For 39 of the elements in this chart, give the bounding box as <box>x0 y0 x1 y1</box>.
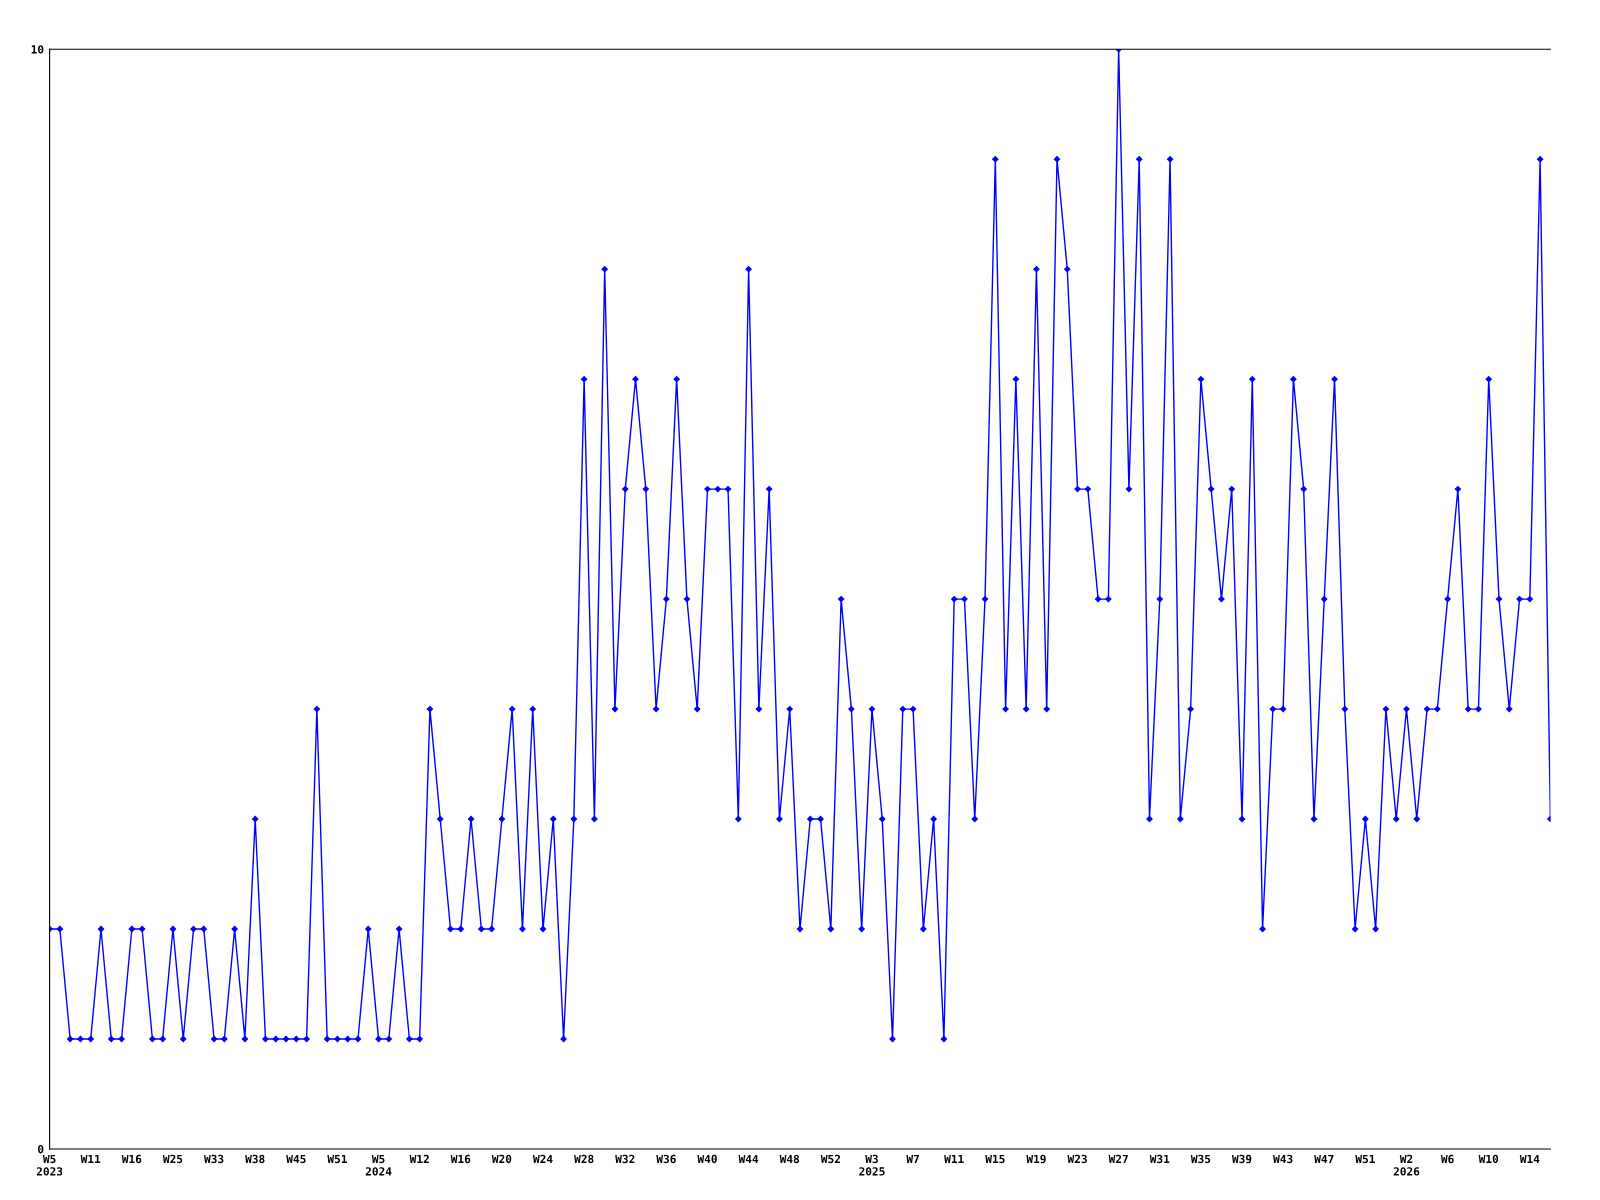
x-tick-label: W51 <box>1355 1154 1375 1164</box>
x-tick-label: W45 <box>286 1154 306 1164</box>
x-tick-label: W2 2026 <box>1393 1154 1420 1176</box>
x-tick-label: W11 <box>944 1154 964 1163</box>
x-tick-label: W5 2023 <box>36 1154 63 1176</box>
x-tick-label: W51 <box>327 1154 347 1164</box>
x-tick-label: W10 <box>1478 1154 1499 1164</box>
x-tick-label: W27 <box>1108 1154 1128 1163</box>
x-tick-label: W44 <box>738 1154 759 1163</box>
x-tick-label: W32 <box>615 1154 635 1164</box>
x-tick-label: W14 <box>1519 1154 1540 1163</box>
y-tick-label: 0 <box>38 1144 44 1154</box>
x-tick-label: W25 <box>162 1154 183 1164</box>
x-tick-label: W20 <box>491 1154 512 1164</box>
x-tick-label: W47 <box>1314 1154 1334 1163</box>
x-tick-label: W7 <box>906 1154 919 1163</box>
x-tick-label: W48 <box>779 1154 800 1164</box>
x-tick-label: W11 <box>80 1154 101 1163</box>
y-tick-label: 10 <box>31 45 44 54</box>
x-tick-label: W36 <box>656 1154 676 1164</box>
x-tick-label: W5 2024 <box>365 1154 392 1176</box>
x-tick-label: W35 <box>1190 1154 1211 1164</box>
x-tick-label: W52 <box>820 1154 840 1164</box>
x-tick-label: W15 <box>985 1154 1005 1164</box>
x-tick-label: W16 <box>450 1154 471 1164</box>
x-tick-label: W31 <box>1149 1154 1170 1164</box>
x-tick-label: W38 <box>245 1154 265 1164</box>
x-tick-label: W39 <box>1231 1154 1252 1164</box>
x-tick-label: W23 <box>1067 1154 1087 1164</box>
x-tick-label: W12 <box>409 1154 429 1163</box>
x-tick-label: W6 <box>1440 1154 1454 1164</box>
x-tick-label: W28 <box>574 1154 594 1164</box>
x-tick-label: W3 2025 <box>859 1154 885 1176</box>
x-tick-label: W19 <box>1026 1154 1046 1164</box>
x-tick-label: W33 <box>204 1154 224 1164</box>
x-tick-label: W16 <box>121 1154 142 1164</box>
x-tick-label: W43 <box>1273 1154 1293 1164</box>
x-tick-label: W24 <box>532 1154 553 1163</box>
x-tick-label: W40 <box>697 1154 717 1164</box>
